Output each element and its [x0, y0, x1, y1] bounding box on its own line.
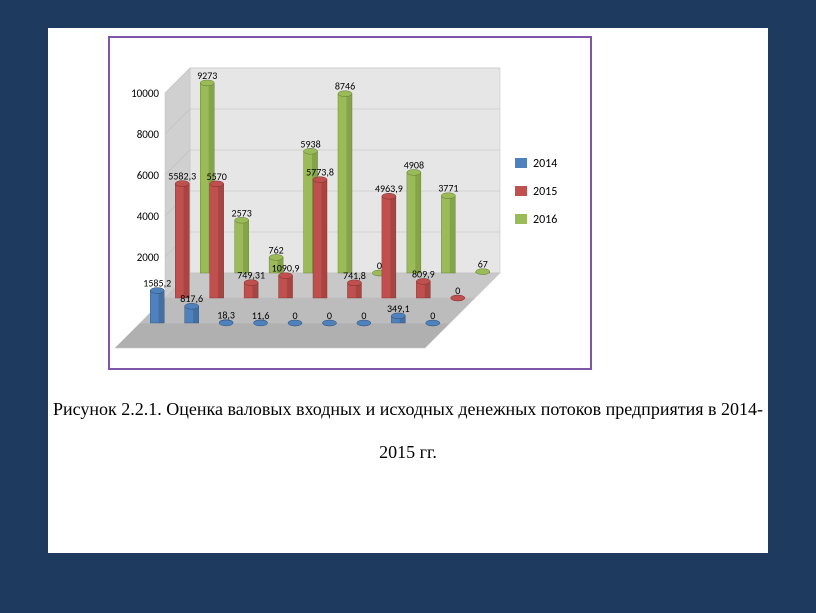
data-label: 11,6 — [252, 309, 270, 322]
data-label: 18,3 — [217, 309, 235, 322]
legend-label-2016: 2016 — [533, 213, 557, 227]
svg-text:6000: 6000 — [137, 169, 160, 182]
caption-line-1: Рисунок 2.2.1. Оценка валовых входных и … — [48, 388, 768, 431]
data-label: 762 — [269, 243, 284, 256]
slide-background: 0 2000 4000 6000 8000 10000 9273 2573 762 5938 87… — [0, 0, 816, 613]
chart-legend: 2014 2015 2016 — [515, 157, 557, 227]
data-label: 4963,9 — [375, 182, 403, 195]
bar-2015-g1 — [210, 181, 224, 301]
data-label: 749,31 — [237, 269, 265, 282]
data-label: 1090,9 — [272, 262, 300, 275]
data-label: 741,8 — [343, 269, 366, 282]
svg-text:10000: 10000 — [131, 87, 159, 100]
data-label: 0 — [327, 309, 332, 322]
legend-swatch-2014 — [515, 158, 527, 168]
caption-line-2: 2015 гг. — [48, 431, 768, 474]
data-label: 809,9 — [412, 267, 435, 280]
data-label: 5582,3 — [168, 170, 196, 183]
chart-container: 0 2000 4000 6000 8000 10000 9273 2573 762 5938 87… — [108, 36, 592, 370]
bar-2015-g5 — [347, 280, 361, 301]
data-label: 0 — [361, 309, 366, 322]
data-label: 67 — [478, 258, 488, 271]
bar-2015-g2 — [244, 280, 258, 301]
svg-text:8000: 8000 — [137, 128, 160, 141]
data-label: 349,1 — [387, 302, 410, 315]
data-label: 817,6 — [180, 292, 203, 305]
data-label: 4908 — [404, 158, 424, 171]
legend-swatch-2016 — [515, 214, 527, 224]
data-label: 0 — [377, 259, 382, 272]
legend-swatch-2015 — [515, 186, 527, 196]
data-label: 5938 — [300, 137, 320, 150]
bar-2016-g4 — [338, 91, 352, 276]
data-label: 9273 — [197, 69, 217, 82]
bar-2015-g7 — [416, 278, 430, 300]
legend-label-2015: 2015 — [533, 185, 557, 199]
data-label: 0 — [430, 309, 435, 322]
bar-2015-g0 — [175, 181, 189, 301]
chart-y-axis: 0200040006000800010000 — [131, 87, 159, 305]
data-label: 1585,2 — [143, 277, 171, 290]
content-panel: 0 2000 4000 6000 8000 10000 9273 2573 762 5938 87… — [48, 28, 768, 553]
bar-2015-g3 — [279, 273, 293, 301]
bar-2015-g6 — [382, 193, 396, 301]
data-label: 0 — [455, 284, 460, 297]
bar-2016-g7 — [441, 193, 455, 276]
bar-2014-g1 — [185, 303, 199, 326]
bar-2016-g6 — [407, 169, 421, 275]
chart-svg: 0 2000 4000 6000 8000 10000 9273 2573 762 5938 87… — [110, 38, 590, 368]
bar-2016-g1 — [235, 217, 249, 276]
figure-caption: Рисунок 2.2.1. Оценка валовых входных и … — [48, 388, 768, 474]
bar-2014-g0 — [150, 288, 164, 326]
data-label: 5570 — [207, 170, 227, 183]
data-label: 0 — [292, 309, 297, 322]
data-label: 3771 — [438, 182, 458, 195]
legend-label-2014: 2014 — [533, 157, 557, 171]
data-label: 8746 — [335, 80, 355, 93]
bar-2014-g7 — [391, 313, 405, 326]
svg-text:4000: 4000 — [137, 210, 160, 223]
data-label: 5773,8 — [306, 166, 334, 179]
svg-text:2000: 2000 — [137, 251, 160, 264]
bar-2015-g4 — [313, 177, 327, 301]
data-label: 2573 — [232, 206, 252, 219]
